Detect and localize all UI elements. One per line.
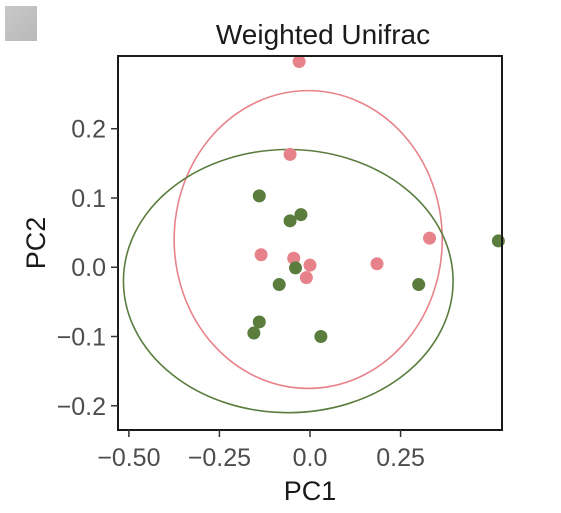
series-1-point-1 [294,208,308,222]
series-1-point-8 [412,278,426,292]
x-tick-label: 0.0 [293,444,328,472]
series-1-point-0 [252,189,266,203]
series-1-ellipse [122,148,454,414]
y-tick-label: 0.1 [71,185,106,213]
y-tick-label: −0.2 [57,393,106,421]
series-0-point-1 [283,147,297,161]
x-axis-title: PC1 [284,476,337,506]
series-1-point-5 [252,315,266,329]
series-0-point-3 [287,251,301,265]
x-tick-label: −0.25 [188,444,251,472]
chart-title: Weighted Unifrac [216,19,430,50]
series-1-point-6 [247,326,261,340]
series-1-point-3 [289,261,303,275]
series-0-point-2 [254,248,268,262]
corner-badge [5,6,37,41]
series-1-point-4 [272,278,286,292]
y-tick-label: 0.0 [71,254,106,282]
series-1-point-2 [283,214,297,228]
series-0-point-4 [303,258,317,272]
x-tick-label: 0.25 [376,444,425,472]
plot-frame [117,55,503,431]
series-0-point-6 [370,257,384,271]
series-0-point-0 [292,55,306,69]
y-tick-label: −0.1 [57,324,106,352]
y-axis-title: PC2 [21,217,51,270]
series-0-point-7 [423,231,437,245]
series-1-point-7 [314,330,328,343]
x-tick-label: −0.50 [97,444,160,472]
y-tick-label: 0.2 [71,116,106,144]
series-0-point-5 [299,271,313,285]
series-0-ellipse [173,89,444,390]
